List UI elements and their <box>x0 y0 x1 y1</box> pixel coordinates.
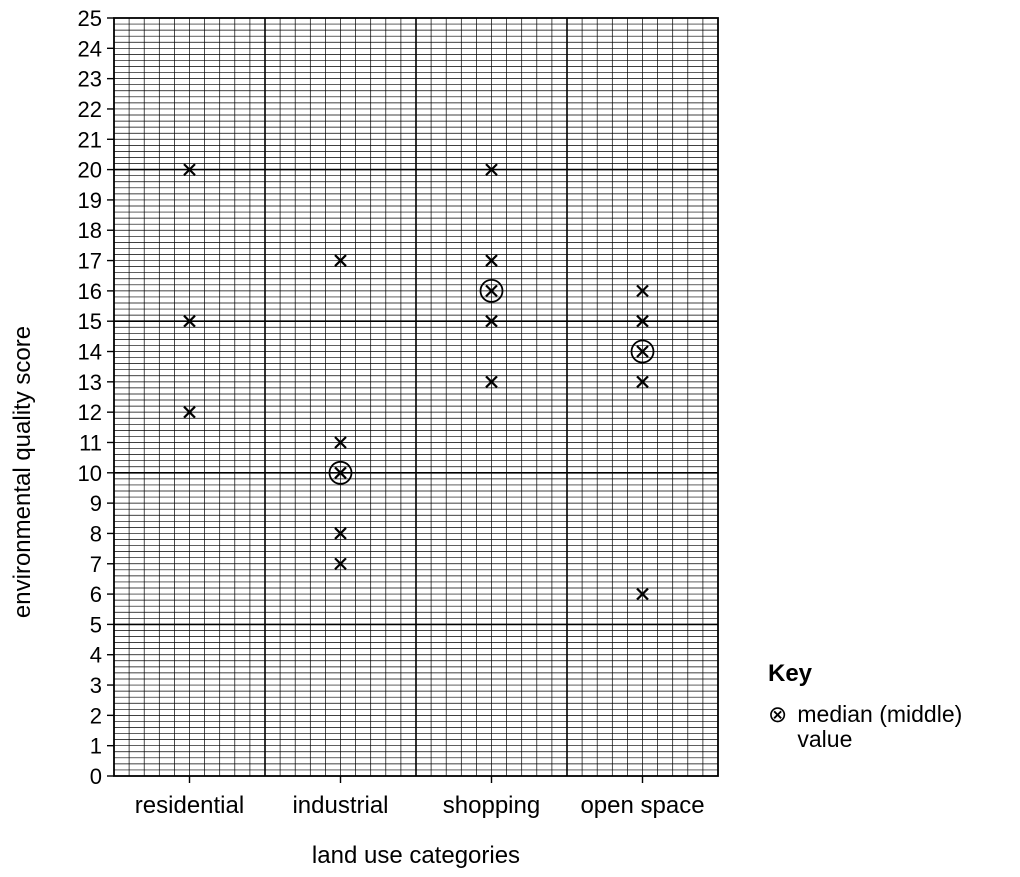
legend-title: Key <box>768 660 813 687</box>
y-tick-label: 24 <box>78 36 102 61</box>
median-circle <box>328 460 353 485</box>
y-tick-label: 5 <box>90 612 102 637</box>
y-tick-label: 7 <box>90 552 102 577</box>
cross-stroke <box>485 163 498 176</box>
y-tick-label: 2 <box>90 703 102 728</box>
y-tick-label: 13 <box>78 370 102 395</box>
category-label: residential <box>135 792 244 819</box>
data-points <box>183 163 655 601</box>
y-tick-label: 21 <box>78 127 102 152</box>
y-tick-label: 11 <box>79 430 102 455</box>
category-labels: residential industrial shopping open space <box>135 792 705 819</box>
cross-stroke <box>485 375 498 389</box>
data-point-cross <box>334 254 347 267</box>
data-point-cross <box>636 314 649 328</box>
y-tick-label: 6 <box>90 582 102 607</box>
y-tick-label: 18 <box>78 218 102 243</box>
major-grid <box>114 18 718 776</box>
y-tick-label: 1 <box>90 734 102 759</box>
median-point <box>328 460 353 485</box>
cross-stroke <box>334 466 347 480</box>
y-tick-label: 0 <box>90 764 102 789</box>
data-point-cross <box>636 284 649 298</box>
legend-entry-label: median (middle) value <box>797 701 963 752</box>
data-point-cross <box>183 163 196 176</box>
data-point-cross <box>485 375 498 389</box>
y-tick-label: 14 <box>78 340 102 365</box>
cross-stroke <box>334 557 347 571</box>
cross-stroke <box>334 527 347 540</box>
y-tick-label: 10 <box>78 461 102 486</box>
data-point-cross <box>485 163 498 176</box>
cross-stroke <box>334 436 347 449</box>
median-circle <box>479 278 504 303</box>
y-tick-label: 20 <box>78 158 102 183</box>
y-tick-label: 17 <box>78 249 102 274</box>
data-point-cross <box>334 436 347 449</box>
y-tick-label: 22 <box>78 97 102 122</box>
legend-entry: ⊗ median (middle) value <box>768 702 1018 752</box>
y-tick-label: 19 <box>78 188 102 213</box>
cross-stroke <box>183 405 196 419</box>
cross-stroke <box>636 314 649 328</box>
cross-stroke <box>485 284 498 298</box>
y-tick-labels: 0123456789101112131415161718192021222324… <box>78 6 102 789</box>
data-point-cross <box>183 314 196 328</box>
cross-stroke <box>636 587 649 601</box>
data-point-cross <box>334 557 347 571</box>
cross-stroke <box>636 375 649 389</box>
data-point-cross <box>334 527 347 540</box>
y-tick-label: 9 <box>90 491 102 516</box>
median-symbol-icon: ⊗ <box>768 701 788 727</box>
cross-stroke <box>636 345 649 358</box>
median-point <box>479 278 504 303</box>
median-point <box>630 339 655 364</box>
data-point-cross <box>485 254 498 267</box>
category-label: open space <box>580 792 704 819</box>
y-tick-label: 23 <box>78 67 102 92</box>
cross-stroke <box>485 254 498 267</box>
cross-stroke <box>334 254 347 267</box>
data-point-cross <box>636 375 649 389</box>
plot-border <box>113 17 719 777</box>
legend: Key ⊗ median (middle) value <box>768 660 1018 752</box>
data-point-cross <box>636 587 649 601</box>
cross-stroke <box>485 314 498 328</box>
y-tick-label: 16 <box>78 279 102 304</box>
cross-stroke <box>183 314 196 328</box>
data-point-cross <box>183 405 196 419</box>
category-label: industrial <box>292 792 388 819</box>
data-point-cross <box>485 314 498 328</box>
axes <box>107 17 719 783</box>
y-tick-label: 25 <box>78 6 102 31</box>
y-tick-label: 8 <box>90 521 102 546</box>
y-axis-title: environmental quality score <box>9 326 36 618</box>
x-axis-title: land use categories <box>312 842 520 869</box>
category-label: shopping <box>443 792 540 819</box>
cross-stroke <box>636 284 649 298</box>
cross-stroke <box>183 163 196 176</box>
y-tick-label: 4 <box>90 643 102 668</box>
median-circle <box>630 339 655 364</box>
y-tick-label: 12 <box>78 400 102 425</box>
y-tick-label: 15 <box>78 309 102 334</box>
y-tick-label: 3 <box>90 673 102 698</box>
